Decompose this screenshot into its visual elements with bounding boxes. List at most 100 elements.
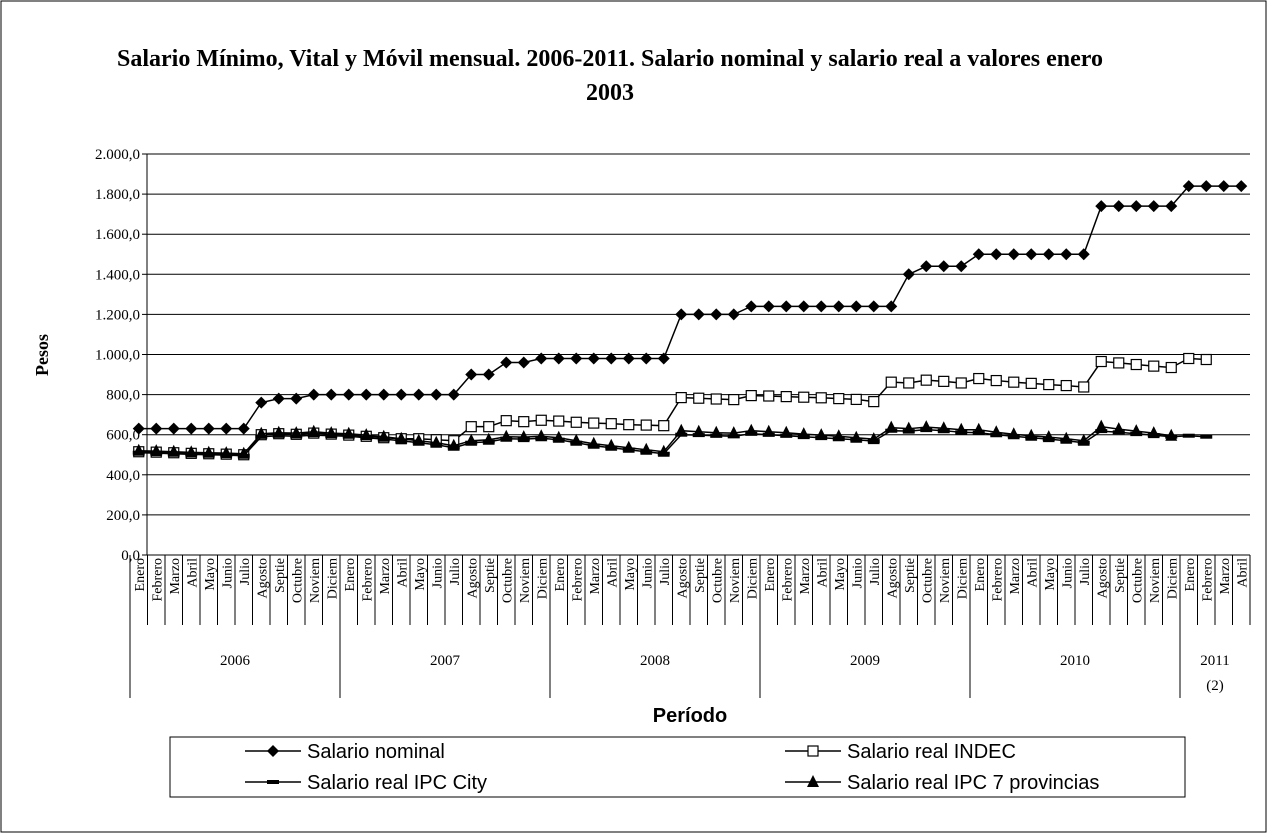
data-point xyxy=(342,426,355,439)
data-point xyxy=(622,440,635,453)
data-point xyxy=(255,426,268,439)
x-tick-label: Junio xyxy=(430,558,445,588)
data-point xyxy=(483,421,495,433)
data-point xyxy=(955,377,967,389)
data-point xyxy=(325,388,338,401)
data-point xyxy=(955,260,968,273)
data-point xyxy=(640,352,653,365)
data-point xyxy=(693,392,705,404)
data-point xyxy=(885,376,897,388)
x-tick-label: Mayo xyxy=(413,558,428,591)
x-tick-label: Junio xyxy=(220,558,235,588)
data-point xyxy=(780,425,793,438)
data-point xyxy=(762,300,775,313)
data-point xyxy=(325,426,338,439)
data-point xyxy=(605,438,618,451)
x-group-label: 2010 xyxy=(1060,653,1090,669)
x-tick-label: Enero xyxy=(763,558,778,591)
data-point xyxy=(588,417,600,429)
data-point xyxy=(552,430,565,443)
y-tick-label: 1.000,0 xyxy=(95,348,140,364)
y-axis-label: Pesos xyxy=(32,334,52,376)
y-tick-label: 600,0 xyxy=(106,428,140,444)
data-point xyxy=(1007,248,1020,261)
x-tick-label: Mayo xyxy=(833,558,848,591)
data-point xyxy=(290,392,303,405)
data-point xyxy=(745,300,758,313)
data-point xyxy=(658,420,670,432)
x-tick-label: Octubre xyxy=(920,558,935,603)
legend-box xyxy=(169,736,1186,798)
data-point xyxy=(972,422,985,435)
data-point xyxy=(937,260,950,273)
x-tick-label: Junio xyxy=(1060,558,1075,588)
data-point xyxy=(833,393,845,405)
x-tick-label: Marzo xyxy=(168,558,183,595)
data-point xyxy=(1165,428,1178,441)
data-point xyxy=(1008,376,1020,388)
x-tick-label: Enero xyxy=(973,558,988,591)
x-tick-label: Septie xyxy=(903,558,918,593)
data-point xyxy=(850,393,862,406)
x-tick-label: Abril xyxy=(1025,558,1040,588)
x-tick-label: Septie xyxy=(273,558,288,593)
data-point xyxy=(868,396,880,408)
data-point xyxy=(535,414,547,426)
data-point xyxy=(727,426,740,439)
chart-title: Salario Mínimo, Vital y Móvil mensual. 2… xyxy=(117,46,1103,106)
data-point xyxy=(185,422,198,435)
x-tick-label: Septie xyxy=(693,558,708,593)
x-tick-label: Agosto xyxy=(255,558,270,598)
data-point xyxy=(745,390,757,402)
data-point xyxy=(412,433,425,446)
legend-label: Salario real IPC 7 provincias xyxy=(847,772,1099,794)
x-tick-label: Diciem xyxy=(1165,558,1180,599)
x-group-note: (2) xyxy=(1206,678,1224,694)
x-group-label: 2008 xyxy=(640,653,670,669)
data-point xyxy=(430,388,443,401)
y-tick-label: 400,0 xyxy=(106,468,140,484)
data-point xyxy=(885,420,898,433)
data-point xyxy=(1148,360,1160,372)
data-point xyxy=(710,393,722,405)
x-group-label: 2009 xyxy=(850,653,880,669)
data-point xyxy=(920,374,932,386)
data-point xyxy=(482,432,495,445)
data-point xyxy=(990,425,1003,438)
data-point xyxy=(692,424,705,437)
data-point xyxy=(955,422,968,435)
x-tick-label: Mayo xyxy=(623,558,638,591)
data-point xyxy=(657,444,670,457)
data-point xyxy=(1007,427,1020,440)
x-group-label: 2007 xyxy=(430,653,461,669)
y-tick-label: 1.600,0 xyxy=(95,227,140,243)
data-point xyxy=(185,445,198,458)
data-point xyxy=(623,419,635,431)
data-point xyxy=(150,444,163,457)
data-point xyxy=(1217,180,1230,193)
x-tick-label: Febrero xyxy=(360,558,375,602)
x-tick-label: Noviem xyxy=(938,558,953,603)
x-tick-label: Marzo xyxy=(378,558,393,595)
data-point xyxy=(150,422,163,435)
x-tick-label: Marzo xyxy=(798,558,813,595)
data-point xyxy=(850,300,863,313)
data-point xyxy=(570,433,583,446)
x-tick-label: Julio xyxy=(658,558,673,585)
data-point xyxy=(938,375,950,387)
data-point xyxy=(500,415,512,427)
data-point xyxy=(202,422,215,435)
data-point xyxy=(728,394,740,406)
data-point xyxy=(500,356,513,369)
x-tick-label: Octubre xyxy=(290,558,305,603)
data-point xyxy=(727,308,740,321)
data-point xyxy=(640,442,653,455)
data-point xyxy=(412,388,425,401)
data-point xyxy=(290,426,303,439)
data-point xyxy=(482,368,495,381)
data-point xyxy=(605,352,618,365)
data-point xyxy=(657,352,670,365)
x-tick-label: Septie xyxy=(1113,558,1128,593)
y-tick-label: 1.200,0 xyxy=(95,307,140,323)
